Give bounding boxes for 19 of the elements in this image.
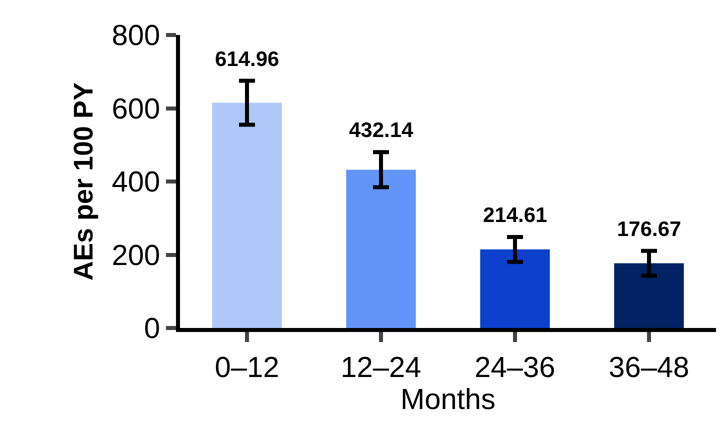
bar — [614, 263, 684, 328]
x-tick-label: 36–48 — [608, 352, 690, 384]
bar — [480, 249, 550, 328]
x-tick-label: 0–12 — [214, 352, 280, 384]
y-tick-label: 400 — [112, 166, 160, 199]
y-tick-label: 800 — [112, 20, 160, 52]
y-axis-title: AEs per 100 PY — [68, 82, 98, 281]
data-label: 214.61 — [483, 204, 548, 227]
bar — [212, 102, 282, 328]
y-tick-label: 0 — [144, 313, 160, 346]
y-tick-label: 600 — [112, 93, 160, 126]
bar — [346, 170, 416, 328]
data-label: 432.14 — [349, 119, 414, 142]
data-label: 176.67 — [617, 218, 682, 241]
y-tick-label: 200 — [112, 240, 160, 272]
data-label: 614.96 — [215, 48, 280, 71]
x-axis-title: Months — [400, 384, 496, 416]
x-tick-label: 24–36 — [474, 352, 556, 384]
x-tick-label: 12–24 — [340, 352, 422, 384]
